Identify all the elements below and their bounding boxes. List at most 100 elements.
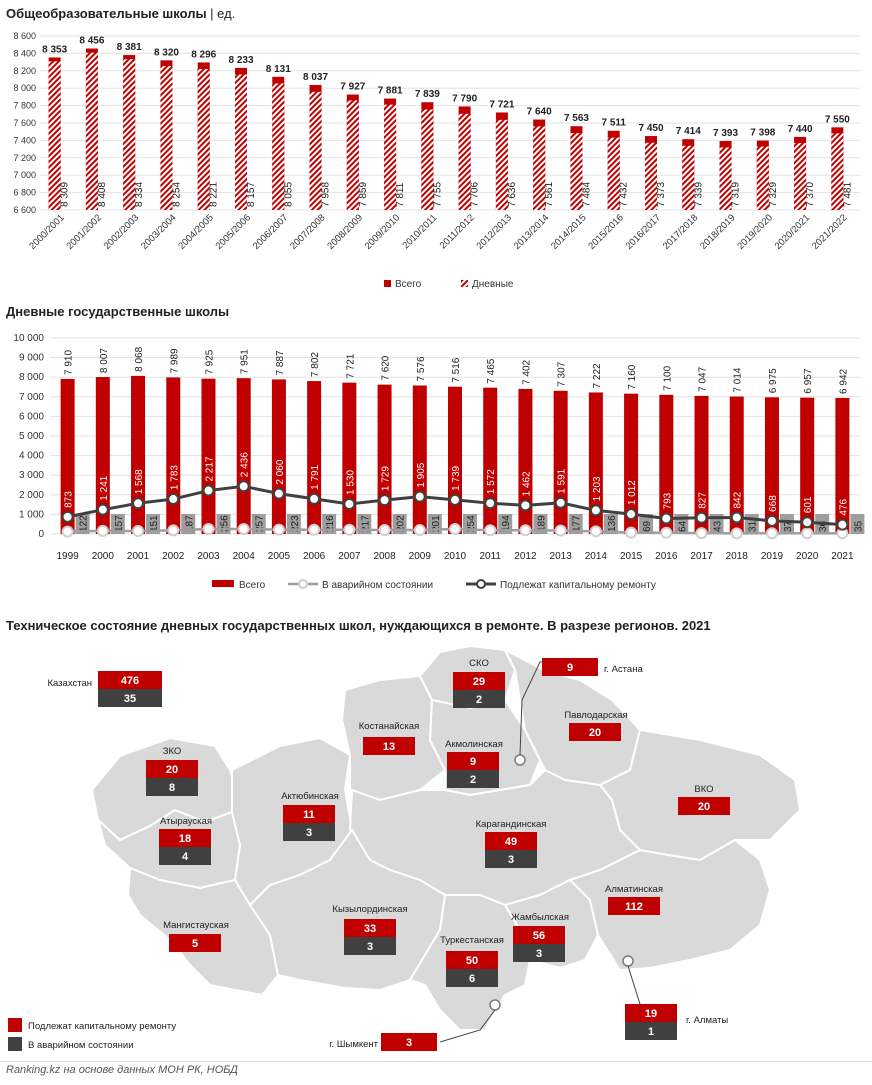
emergency-value: 3	[306, 827, 312, 839]
bar-day	[719, 147, 732, 210]
city-marker	[514, 754, 526, 766]
emergency-value: 6	[469, 973, 475, 985]
bar-day	[756, 146, 769, 210]
data-label-day: 7 329	[768, 182, 779, 207]
legend-label-total: Всего	[239, 580, 266, 591]
point-repair	[625, 508, 638, 521]
legend-label-total: Всего	[395, 279, 422, 290]
emergency-box	[283, 823, 335, 841]
y-tick-label: 1 000	[19, 509, 44, 520]
point-emergency	[343, 523, 356, 536]
emergency-value: 8	[169, 782, 175, 794]
data-label-repair: 601	[803, 496, 814, 513]
x-tick-label: 2013/2014	[512, 212, 552, 252]
bar-day	[645, 142, 657, 210]
data-label-repair: 873	[64, 491, 75, 508]
data-label-total: 7 160	[627, 364, 638, 389]
repair-value: 3	[406, 1037, 412, 1049]
x-tick-label: 2017	[690, 551, 713, 562]
data-label-emergency: 151	[149, 515, 160, 532]
bar-total	[624, 393, 639, 534]
data-label-repair: 668	[768, 495, 779, 512]
data-label-total: 7 307	[557, 361, 568, 386]
repair-value: 19	[645, 1008, 657, 1020]
repair-box	[569, 723, 621, 741]
bar-total	[659, 394, 674, 534]
data-label-total: 7 839	[415, 89, 440, 100]
data-label-day: 8 408	[97, 182, 108, 207]
repair-box	[146, 760, 198, 778]
bar-total	[271, 379, 286, 534]
data-label-total: 7 398	[750, 128, 775, 139]
region-name: СКО	[469, 658, 489, 669]
data-label-emergency: 256	[219, 515, 230, 532]
data-label-total: 8 131	[266, 64, 291, 75]
footer-divider	[0, 1061, 872, 1062]
point-repair	[484, 497, 497, 510]
data-label-emergency: 43	[713, 520, 724, 532]
data-label-total: 7 927	[340, 82, 365, 93]
region-name: Мангистауская	[163, 920, 229, 931]
repair-box	[283, 805, 335, 823]
data-label-emergency: 35	[853, 520, 864, 532]
x-tick-label: 2002/2003	[102, 212, 142, 252]
data-label-repair: 1 012	[627, 480, 638, 505]
bar-total	[377, 384, 392, 534]
bar-total	[236, 378, 251, 534]
emergency-label-box	[850, 514, 865, 534]
y-tick-label: 7 000	[13, 170, 36, 180]
x-tick-label: 2009	[409, 551, 432, 562]
y-tick-label: 4 000	[19, 451, 44, 462]
data-label-total: 7 721	[489, 99, 514, 110]
repair-box	[381, 1033, 437, 1051]
repair-value: 29	[473, 676, 485, 688]
repair-value: 11	[303, 809, 315, 821]
region-name: г. Алматы	[686, 1015, 728, 1026]
data-label-emergency: 216	[325, 515, 336, 532]
repair-box	[625, 1004, 677, 1022]
point-repair	[554, 496, 567, 509]
data-label-emergency: 31	[748, 520, 759, 532]
bar-total	[60, 378, 75, 534]
x-tick-label: 2001	[127, 551, 150, 562]
city-marker	[489, 999, 501, 1011]
data-label-day: 7 636	[507, 182, 518, 207]
data-label-total: 8 296	[191, 49, 216, 60]
x-tick-label: 2011	[479, 551, 501, 562]
point-emergency	[660, 526, 673, 539]
point-repair	[519, 499, 532, 512]
data-label-emergency: 64	[677, 520, 688, 532]
bar-total	[800, 397, 815, 534]
point-repair	[730, 511, 743, 524]
point-emergency	[167, 524, 180, 537]
point-repair	[202, 484, 215, 497]
region-shape-almaty	[568, 838, 772, 972]
region-name: Алматинская	[605, 884, 663, 895]
emergency-value: 2	[476, 694, 482, 706]
bar-day	[197, 68, 210, 211]
repair-box	[169, 934, 221, 952]
emergency-label-box	[568, 514, 583, 534]
x-tick-label: 2017/2018	[661, 212, 701, 252]
y-tick-label: 7 400	[13, 135, 36, 145]
point-repair	[801, 516, 814, 529]
data-label-day: 8 254	[171, 182, 182, 207]
data-label-emergency: 69	[642, 520, 653, 532]
y-tick-label: 8 200	[13, 66, 36, 76]
x-tick-label: 2011/2012	[438, 212, 477, 251]
data-label-total: 7 100	[662, 365, 673, 390]
y-tick-label: 10 000	[13, 333, 44, 344]
region-name: Костанайская	[359, 721, 419, 732]
point-emergency	[96, 524, 109, 537]
data-label-day: 7 481	[842, 182, 853, 207]
y-tick-label: 5 000	[19, 431, 44, 442]
repair-value: 9	[567, 662, 573, 674]
region-name: Кызылординская	[332, 904, 407, 915]
data-label-emergency: 189	[536, 515, 547, 532]
bar-total	[518, 388, 533, 534]
point-emergency	[554, 524, 567, 537]
data-label-day: 7 370	[805, 182, 816, 207]
x-tick-label: 2015/2016	[586, 212, 626, 252]
data-label-total: 7 790	[452, 93, 477, 104]
emergency-label-box	[75, 514, 90, 534]
